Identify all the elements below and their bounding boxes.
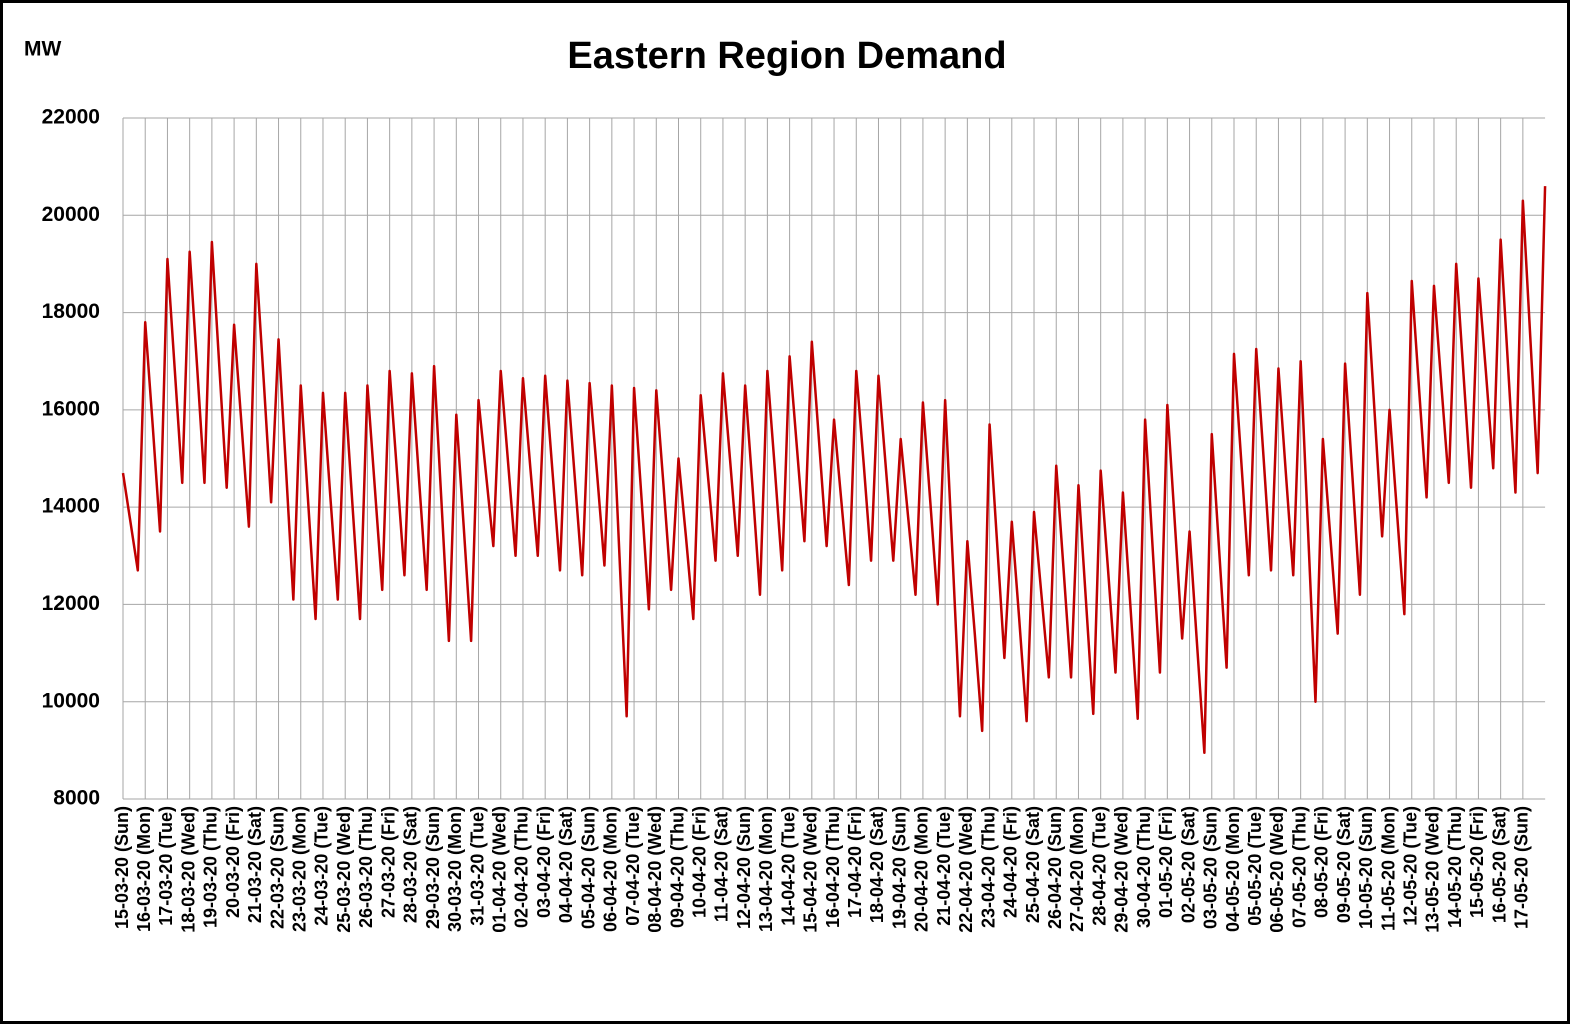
x-tick-label: 12-05-20 (Tue) [1401, 806, 1421, 926]
x-tick-label: 03-05-20 (Sun) [1201, 806, 1221, 929]
y-tick-label: 20000 [42, 203, 100, 226]
x-tick-label: 15-04-20 (Wed) [801, 806, 821, 933]
x-tick-label: 07-05-20 (Thu) [1289, 806, 1309, 928]
x-tick-label: 16-04-20 (Thu) [823, 806, 843, 928]
y-tick-label: 10000 [42, 689, 100, 712]
x-tick-label: 18-04-20 (Sat) [867, 806, 887, 923]
x-tick-label: 31-03-20 (Tue) [467, 806, 487, 926]
y-tick-label: 22000 [42, 106, 100, 129]
x-tick-label: 30-04-20 (Thu) [1134, 806, 1154, 928]
x-tick-label: 26-04-20 (Sun) [1045, 806, 1065, 929]
x-tick-label: 02-05-20 (Sat) [1178, 806, 1198, 923]
chart-title: Eastern Region Demand [567, 35, 1006, 77]
x-tick-label: 08-05-20 (Fri) [1312, 806, 1332, 918]
x-tick-label: 20-03-20 (Fri) [223, 806, 243, 918]
x-tick-label: 17-04-20 (Fri) [845, 806, 865, 918]
x-tick-label: 16-05-20 (Sat) [1489, 806, 1509, 923]
x-tick-label: 17-03-20 (Tue) [156, 806, 176, 926]
x-tick-label: 01-04-20 (Wed) [489, 806, 509, 933]
x-tick-label: 13-05-20 (Wed) [1423, 806, 1443, 933]
x-tick-label: 23-04-20 (Thu) [978, 806, 998, 928]
y-tick-label: 14000 [42, 495, 100, 518]
x-tick-label: 09-05-20 (Sat) [1334, 806, 1354, 923]
x-tick-label: 18-03-20 (Wed) [178, 806, 198, 933]
x-tick-label: 04-04-20 (Sat) [556, 806, 576, 923]
x-tick-label: 24-04-20 (Fri) [1001, 806, 1021, 918]
x-tick-label: 22-03-20 (Sun) [267, 806, 287, 929]
x-tick-label: 10-05-20 (Sun) [1356, 806, 1376, 929]
x-tick-label: 14-04-20 (Tue) [778, 806, 798, 926]
x-tick-label: 25-04-20 (Sat) [1023, 806, 1043, 923]
x-tick-label: 02-04-20 (Thu) [512, 806, 532, 928]
x-tick-label: 07-04-20 (Tue) [623, 806, 643, 926]
x-tick-label: 05-04-20 (Sun) [578, 806, 598, 929]
x-tick-label: 10-04-20 (Fri) [689, 806, 709, 918]
x-tick-label: 11-05-20 (Mon) [1378, 806, 1398, 931]
x-tick-label: 13-04-20 (Mon) [756, 806, 776, 932]
x-tick-label: 15-05-20 (Fri) [1467, 806, 1487, 918]
x-tick-label: 27-03-20 (Fri) [378, 806, 398, 918]
y-tick-label: 12000 [42, 592, 100, 615]
x-tick-label: 16-03-20 (Mon) [134, 806, 154, 932]
x-tick-label: 12-04-20 (Sun) [734, 806, 754, 929]
x-tick-label: 05-05-20 (Tue) [1245, 806, 1265, 926]
x-tick-label: 15-03-20 (Sun) [112, 806, 132, 929]
x-tick-label: 21-03-20 (Sat) [245, 806, 265, 923]
y-axis-label: MW [24, 38, 61, 61]
x-tick-label: 06-05-20 (Wed) [1267, 806, 1287, 933]
y-tick-label: 18000 [42, 300, 100, 323]
x-tick-label: 20-04-20 (Mon) [912, 806, 932, 932]
x-tick-label: 26-03-20 (Thu) [356, 806, 376, 928]
x-tick-label: 19-04-20 (Sun) [889, 806, 909, 929]
x-tick-label: 23-03-20 (Mon) [290, 806, 310, 932]
x-tick-label: 01-05-20 (Fri) [1156, 806, 1176, 918]
demand-line [121, 186, 1547, 755]
y-tick-label: 16000 [42, 397, 100, 420]
x-tick-label: 09-04-20 (Thu) [667, 806, 687, 928]
y-tick-label: 8000 [53, 787, 100, 810]
x-tick-label: 29-04-20 (Wed) [1112, 806, 1132, 933]
x-tick-label: 27-04-20 (Mon) [1067, 806, 1087, 932]
x-tick-label: 21-04-20 (Tue) [934, 806, 954, 926]
x-tick-label: 30-03-20 (Mon) [445, 806, 465, 932]
x-tick-label: 28-04-20 (Tue) [1089, 806, 1109, 926]
x-tick-label: 22-04-20 (Wed) [956, 806, 976, 933]
x-tick-label: 04-05-20 (Mon) [1223, 806, 1243, 932]
x-tick-label: 24-03-20 (Tue) [312, 806, 332, 926]
x-tick-label: 14-05-20 (Thu) [1445, 806, 1465, 928]
x-tick-label: 11-04-20 (Sat) [712, 806, 732, 922]
x-tick-label: 08-04-20 (Wed) [645, 806, 665, 933]
x-tick-label: 25-03-20 (Wed) [334, 806, 354, 933]
x-tick-label: 03-04-20 (Fri) [534, 806, 554, 918]
x-tick-label: 28-03-20 (Sat) [401, 806, 421, 923]
x-tick-label: 17-05-20 (Sun) [1512, 806, 1532, 929]
x-tick-label: 06-04-20 (Mon) [601, 806, 621, 932]
x-tick-label: 19-03-20 (Thu) [201, 806, 221, 928]
x-tick-label: 29-03-20 (Sun) [423, 806, 443, 929]
